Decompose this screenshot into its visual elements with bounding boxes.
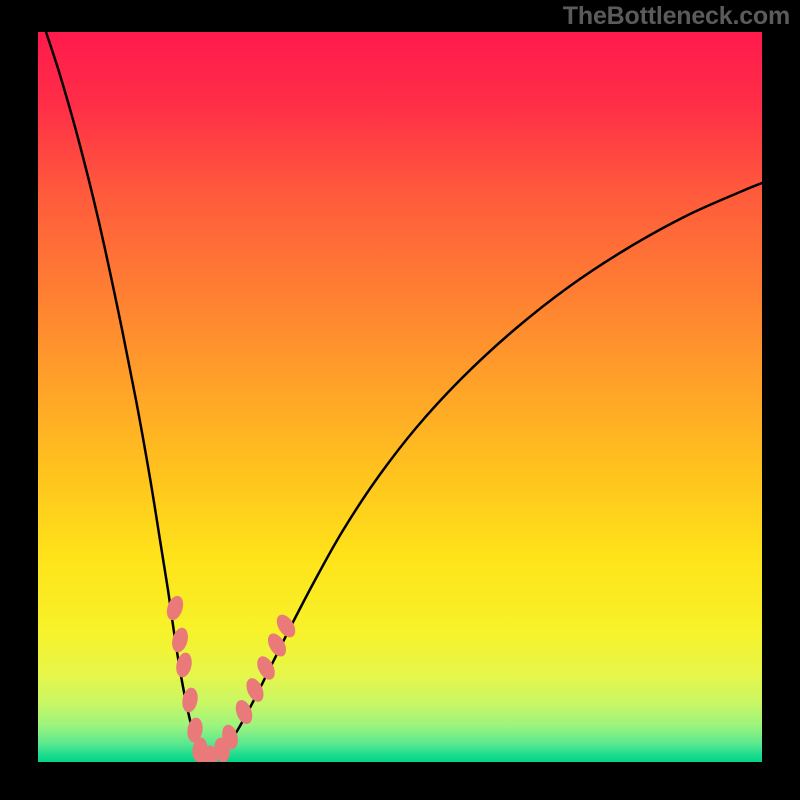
plot-background bbox=[38, 32, 762, 762]
watermark-text: TheBottleneck.com bbox=[563, 2, 790, 31]
chart-frame: TheBottleneck.com bbox=[0, 0, 800, 800]
gradient-v-chart bbox=[0, 0, 800, 800]
